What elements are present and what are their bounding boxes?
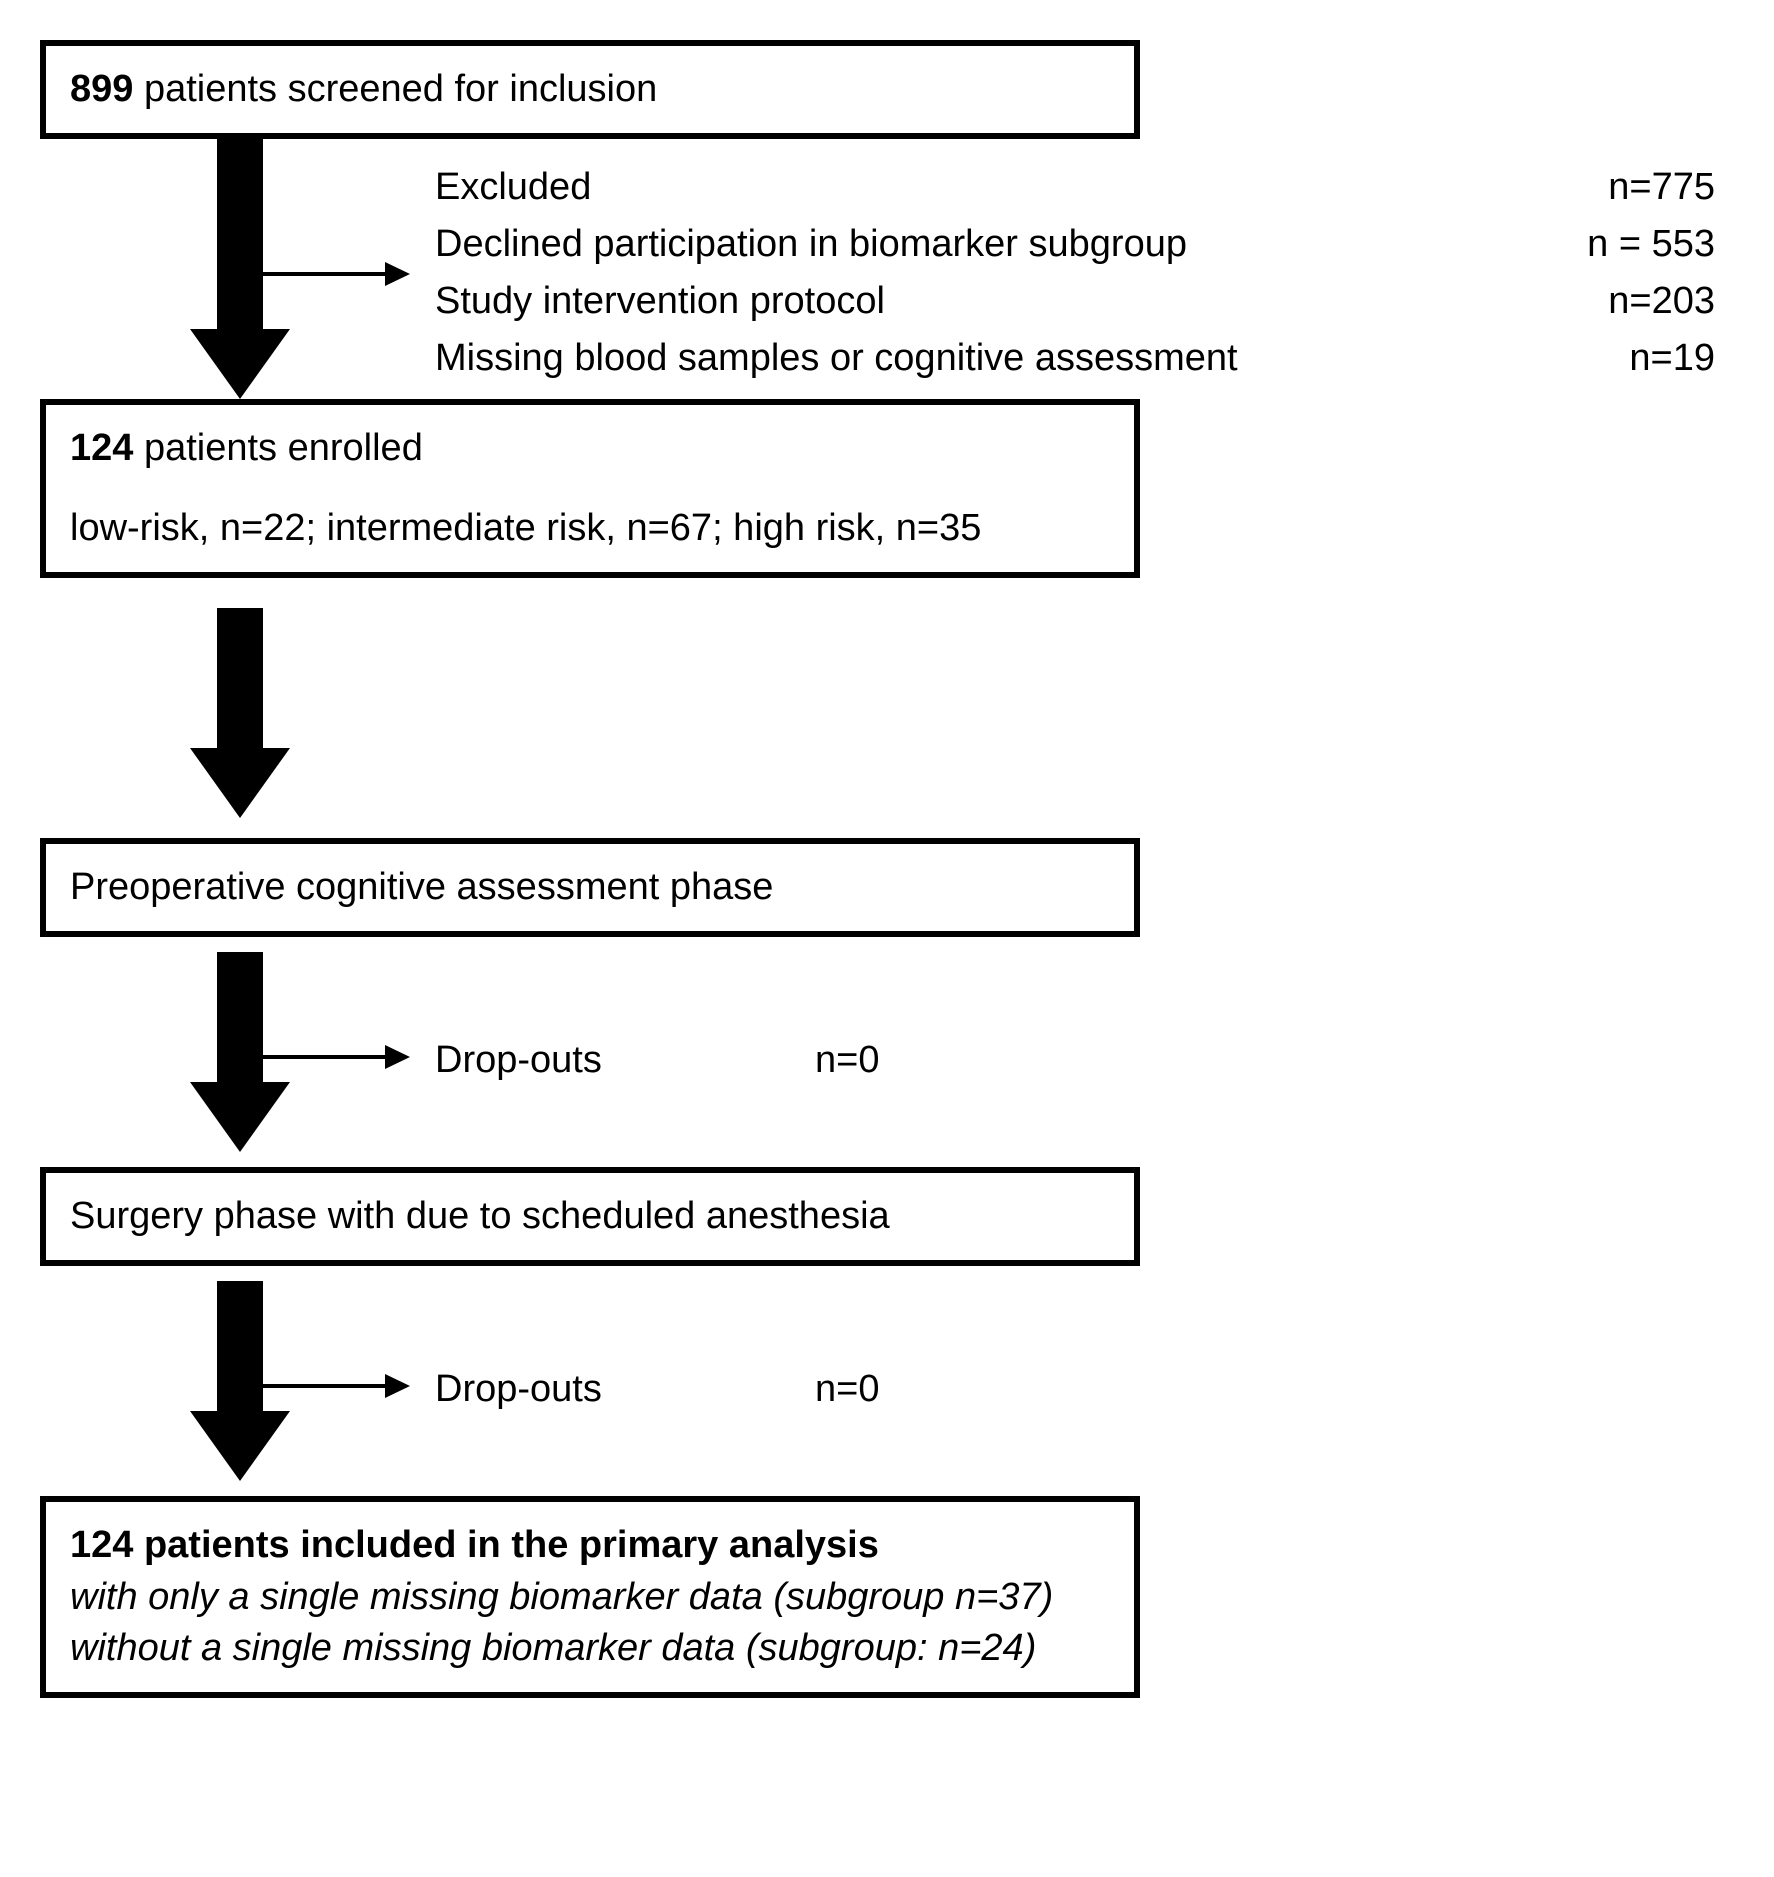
box-screened: 899 patients screened for inclusion [40, 40, 1140, 139]
box-enrolled: 124 patients enrolled low-risk, n=22; in… [40, 399, 1140, 578]
screened-count: 899 [70, 68, 133, 110]
side-arrow-2 [240, 1037, 410, 1077]
exclusion-value-3: n=19 [1629, 330, 1715, 387]
exclusion-row-0: Excluded n=775 [435, 159, 1715, 216]
box-preop: Preoperative cognitive assessment phase [40, 838, 1140, 937]
primary-count: 124 [70, 1524, 133, 1566]
enrolled-count: 124 [70, 427, 133, 469]
box-surgery: Surgery phase with due to scheduled anes… [40, 1167, 1140, 1266]
dropout2-value: n=0 [815, 1361, 1135, 1418]
thick-arrow-2 [190, 608, 290, 818]
exclusion-label-1: Declined participation in biomarker subg… [435, 216, 1187, 273]
dropout1-row: Drop-outs n=0 [435, 1032, 1135, 1089]
exclusion-annotation: Excluded n=775 Declined participation in… [435, 159, 1715, 387]
primary-text: patients included in the primary analysi… [133, 1524, 878, 1566]
dropout2-row: Drop-outs n=0 [435, 1361, 1135, 1418]
arrow-section-3: Drop-outs n=0 [40, 937, 1734, 1167]
arrow-section-1: Excluded n=775 Declined participation in… [40, 139, 1734, 399]
screened-text: patients screened for inclusion [133, 68, 657, 110]
dropout1-annotation: Drop-outs n=0 [435, 1032, 1135, 1089]
box-primary-analysis: 124 patients included in the primary ana… [40, 1496, 1140, 1698]
side-arrow-3 [240, 1366, 410, 1406]
exclusion-label-2: Study intervention protocol [435, 273, 885, 330]
enrolled-breakdown: low-risk, n=22; intermediate risk, n=67;… [70, 503, 1110, 554]
enrolled-text: patients enrolled [133, 427, 422, 469]
dropout1-value: n=0 [815, 1032, 1135, 1089]
flowchart-diagram: 899 patients screened for inclusion Excl… [40, 40, 1734, 1698]
exclusion-label-3: Missing blood samples or cognitive asses… [435, 330, 1238, 387]
exclusion-label-0: Excluded [435, 159, 591, 216]
preop-text: Preoperative cognitive assessment phase [70, 866, 773, 908]
surgery-text: Surgery phase with due to scheduled anes… [70, 1195, 890, 1237]
exclusion-value-1: n = 553 [1587, 216, 1715, 273]
primary-italic-1: with only a single missing biomarker dat… [70, 1572, 1110, 1623]
exclusion-row-2: Study intervention protocol n=203 [435, 273, 1715, 330]
exclusion-row-1: Declined participation in biomarker subg… [435, 216, 1715, 273]
dropout1-label: Drop-outs [435, 1032, 815, 1089]
side-arrow-1 [240, 254, 410, 294]
exclusion-value-0: n=775 [1608, 159, 1715, 216]
primary-italic-2: without a single missing biomarker data … [70, 1623, 1110, 1674]
dropout2-label: Drop-outs [435, 1361, 815, 1418]
arrow-section-2 [40, 578, 1734, 838]
exclusion-value-2: n=203 [1608, 273, 1715, 330]
arrow-section-4: Drop-outs n=0 [40, 1266, 1734, 1496]
dropout2-annotation: Drop-outs n=0 [435, 1361, 1135, 1418]
exclusion-row-3: Missing blood samples or cognitive asses… [435, 330, 1715, 387]
